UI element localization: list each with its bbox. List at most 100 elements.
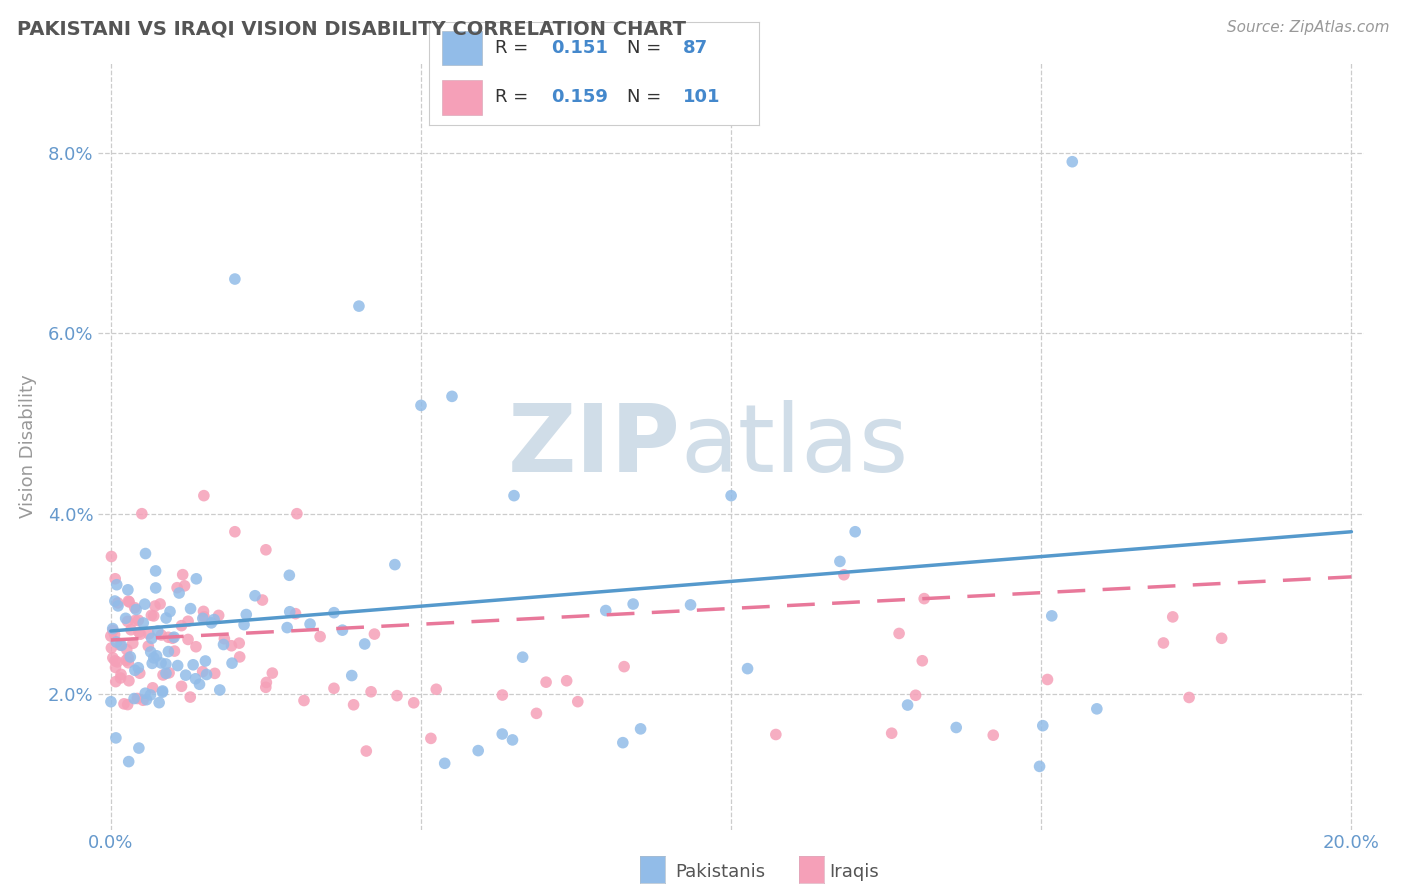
Point xyxy=(214,632,236,646)
Point xyxy=(120,623,142,637)
Point xyxy=(157,665,180,680)
Text: N =: N = xyxy=(627,88,661,106)
Point xyxy=(170,618,193,632)
Point xyxy=(502,732,524,747)
Point xyxy=(897,698,920,712)
Point xyxy=(1028,759,1050,773)
Point xyxy=(1040,608,1063,623)
Point xyxy=(276,621,298,635)
Point xyxy=(1161,610,1184,624)
Point xyxy=(309,630,332,644)
Point xyxy=(828,554,851,568)
Point xyxy=(125,602,148,616)
Point xyxy=(188,677,211,691)
Point xyxy=(534,675,557,690)
Point xyxy=(104,654,127,668)
Point xyxy=(152,668,174,682)
Point xyxy=(172,567,194,582)
Point xyxy=(101,650,124,665)
Point xyxy=(945,721,967,735)
Point xyxy=(363,627,385,641)
Point xyxy=(612,736,634,750)
Point xyxy=(117,582,139,597)
Point xyxy=(233,617,256,632)
Point xyxy=(526,706,548,721)
Point xyxy=(254,680,277,694)
Point xyxy=(186,572,208,586)
Point xyxy=(157,644,180,658)
Point xyxy=(1032,719,1054,733)
Text: 0.151: 0.151 xyxy=(551,39,607,57)
Point xyxy=(184,640,207,654)
Point xyxy=(323,606,346,620)
Point xyxy=(177,632,200,647)
Point xyxy=(353,637,375,651)
Point xyxy=(118,755,141,769)
Point xyxy=(110,667,132,681)
Point xyxy=(100,640,122,655)
Point xyxy=(105,635,128,649)
Point xyxy=(122,691,145,706)
Point xyxy=(621,597,644,611)
Point xyxy=(1085,702,1108,716)
Point xyxy=(150,656,173,670)
Point xyxy=(262,666,284,681)
Point xyxy=(127,661,149,675)
Point xyxy=(174,668,197,682)
Point xyxy=(202,613,225,627)
Point xyxy=(117,615,139,629)
Point xyxy=(115,653,138,667)
Point xyxy=(904,688,927,702)
Point xyxy=(163,644,186,658)
Point xyxy=(132,693,155,707)
Bar xyxy=(441,30,482,65)
Point xyxy=(104,731,127,745)
Text: Pakistanis: Pakistanis xyxy=(675,863,765,881)
Point xyxy=(440,389,463,403)
Point xyxy=(155,611,177,625)
Point xyxy=(155,666,177,681)
Point xyxy=(101,622,124,636)
Point xyxy=(139,688,162,702)
Point xyxy=(150,628,173,642)
Point xyxy=(1178,690,1201,705)
Point xyxy=(145,648,167,663)
Point xyxy=(243,589,266,603)
Bar xyxy=(441,79,482,114)
Point xyxy=(765,727,787,741)
Point xyxy=(285,507,308,521)
Point xyxy=(108,638,131,652)
Point xyxy=(228,636,250,650)
Point xyxy=(212,638,235,652)
Point xyxy=(467,743,489,757)
Point xyxy=(120,649,142,664)
Point xyxy=(981,728,1004,742)
Point xyxy=(129,627,152,641)
Point xyxy=(135,692,157,706)
Point xyxy=(117,594,139,608)
Point xyxy=(385,689,408,703)
Point xyxy=(141,657,163,671)
Point xyxy=(912,591,935,606)
Point xyxy=(332,623,354,637)
Point xyxy=(224,524,246,539)
Text: R =: R = xyxy=(495,39,529,57)
Point xyxy=(340,668,363,682)
Point xyxy=(127,613,149,627)
Point xyxy=(252,593,274,607)
Point xyxy=(101,624,124,638)
Point xyxy=(1036,673,1059,687)
Point xyxy=(163,630,186,644)
Point xyxy=(409,398,432,412)
Point xyxy=(844,524,866,539)
Point xyxy=(194,654,217,668)
Point xyxy=(184,672,207,686)
Point xyxy=(162,632,184,646)
Point xyxy=(433,756,456,771)
Point xyxy=(360,685,382,699)
Point xyxy=(737,662,759,676)
Point xyxy=(191,611,214,625)
Point xyxy=(491,688,513,702)
Point xyxy=(167,586,190,600)
Point xyxy=(166,581,188,595)
